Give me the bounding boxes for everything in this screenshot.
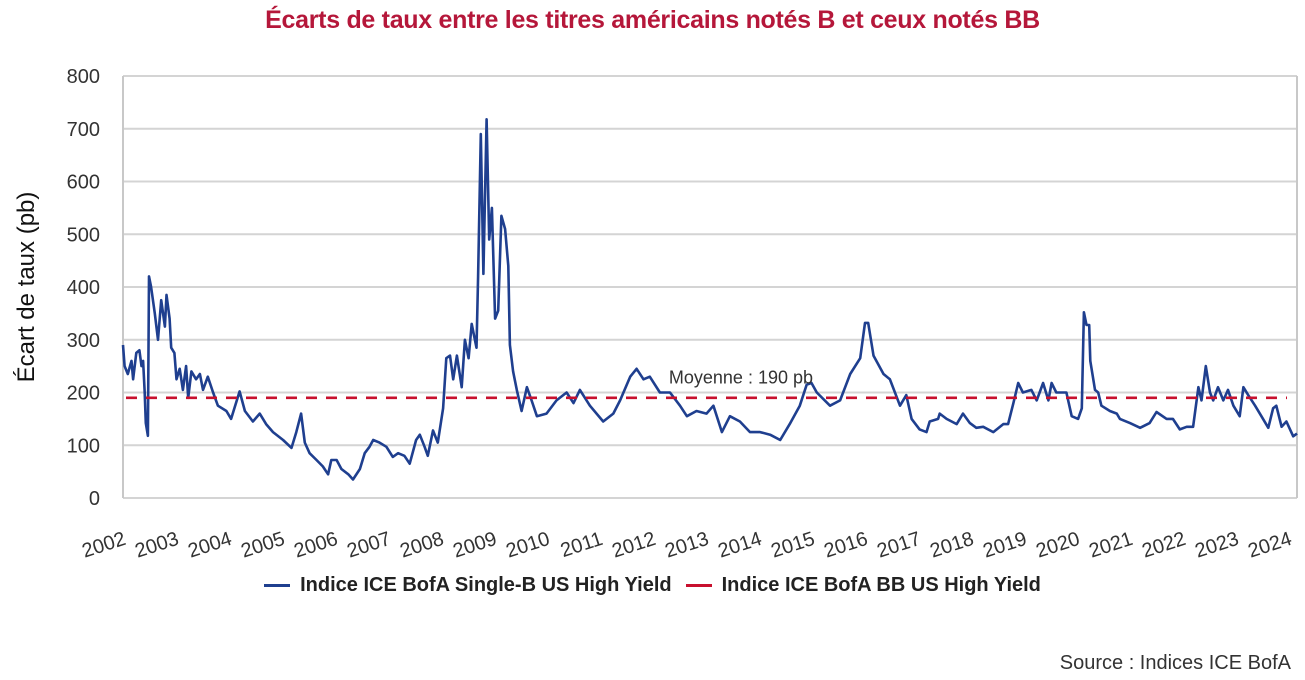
legend-label: Indice ICE BofA Single-B US High Yield <box>300 574 672 596</box>
x-tick-label: 2024 <box>1245 528 1294 563</box>
x-tick-label: 2014 <box>715 528 764 563</box>
x-tick-label: 2008 <box>397 528 446 563</box>
x-tick-label: 2011 <box>558 528 606 562</box>
x-tick-label: 2002 <box>79 528 128 563</box>
x-tick-labels: 2002 2003 2004 2005 2006 2007 2008 2009 2010 2011… <box>79 528 1294 563</box>
x-tick-label: 2010 <box>503 528 552 563</box>
x-tick-label: 2017 <box>874 528 923 563</box>
x-tick-label: 2021 <box>1086 528 1135 563</box>
y-tick-label: 0 <box>89 488 100 510</box>
y-tick-label: 800 <box>67 66 100 88</box>
x-tick-label: 2020 <box>1033 528 1082 563</box>
y-tick-label: 200 <box>67 383 100 405</box>
x-tick-label: 2007 <box>344 528 393 563</box>
legend-item-bb[interactable]: Indice ICE BofA BB US High Yield <box>685 574 1041 597</box>
mean-annotation: Moyenne : 190 pb <box>669 368 813 388</box>
x-tick-label: 2019 <box>980 528 1029 563</box>
series-line-single-b <box>121 118 1298 481</box>
y-tick-label: 600 <box>67 172 100 194</box>
legend-item-single-b[interactable]: Indice ICE BofA Single-B US High Yield <box>264 574 672 597</box>
x-tick-label: 2003 <box>132 528 181 563</box>
x-tick-label: 2016 <box>821 528 870 563</box>
y-tick-label: 100 <box>67 435 100 457</box>
series-layer <box>121 118 1298 481</box>
legend-label: Indice ICE BofA BB US High Yield <box>721 574 1041 596</box>
chart-title: Écarts de taux entre les titres américai… <box>265 6 1040 34</box>
x-tick-label: 2015 <box>768 528 817 563</box>
y-tick-labels: 0 100 200 300 400 500 600 700 800 <box>67 66 100 510</box>
legend: Indice ICE BofA Single-B US High Yield I… <box>0 574 1305 597</box>
legend-swatch-red <box>685 584 712 587</box>
x-tick-label: 2013 <box>662 528 711 563</box>
x-tick-label: 2023 <box>1192 528 1241 563</box>
source-note: Source : Indices ICE BofA <box>1059 652 1291 674</box>
x-tick-label: 2009 <box>450 528 499 563</box>
x-tick-label: 2012 <box>609 528 658 563</box>
x-tick-label: 2022 <box>1139 528 1188 563</box>
x-tick-label: 2005 <box>238 528 287 563</box>
x-tick-label: 2018 <box>927 528 976 563</box>
y-axis-label: Écart de taux (pb) <box>13 192 40 383</box>
legend-swatch-blue <box>264 584 291 587</box>
y-tick-label: 300 <box>67 330 100 352</box>
y-tick-label: 400 <box>67 277 100 299</box>
x-tick-label: 2004 <box>185 528 234 563</box>
y-tick-label: 500 <box>67 224 100 246</box>
gridlines <box>122 75 1298 499</box>
x-tick-label: 2006 <box>291 528 340 563</box>
y-tick-label: 700 <box>67 119 100 141</box>
